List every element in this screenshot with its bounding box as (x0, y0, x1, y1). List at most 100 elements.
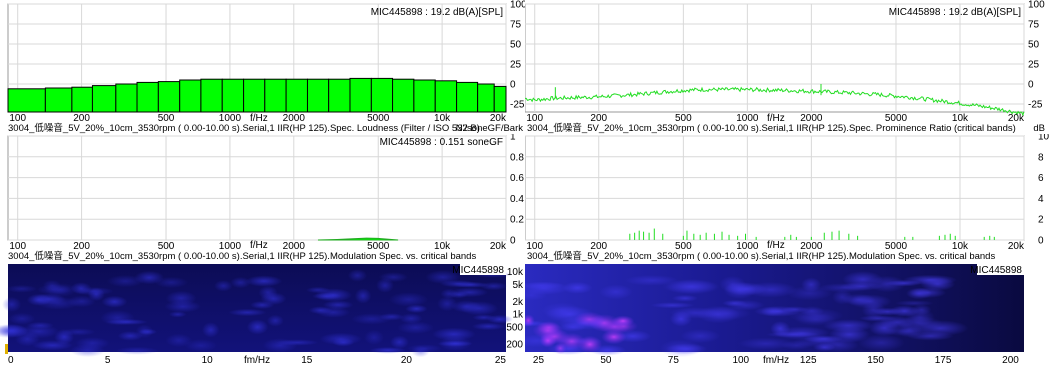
spectrogram-cell (726, 299, 765, 311)
modulation-left-y-tick-label: 0 (510, 236, 516, 247)
spectrogram-left-x-tick-label: 5 (105, 355, 111, 366)
modulation-right-x-tick-label: 200 (590, 241, 607, 252)
modulation-caption-right: 3004_低噪音_5V_20%_10cm_3530rpm ( 0.00-10.0… (527, 250, 995, 262)
loudness-y-tick-label: -25 (510, 100, 525, 111)
spectrogram-right-x-tick-label: 175 (935, 355, 952, 366)
spectrogram-cell (439, 279, 477, 288)
loudness-x-tick-label: 10k (434, 113, 451, 124)
spectrogram-cell (37, 284, 72, 295)
loudness-y-tick-label: 100 (510, 0, 525, 11)
loudness-x-tick-label: 20k (490, 113, 507, 124)
spectrogram-left-x-tick-label: 20 (401, 355, 413, 366)
loudness-bar (285, 78, 308, 113)
spectrogram-cell (266, 314, 284, 327)
spectrogram-cell (246, 319, 269, 335)
prominence-info: MIC445898 : 19.2 dB(A)[SPL] (889, 7, 1022, 18)
modulation-right-y-tick-label: 2 (1038, 215, 1044, 226)
spectrogram-right-x-tick-label: 75 (668, 355, 680, 366)
spectrogram-left-x-tick-label: 15 (301, 355, 313, 366)
modulation-right-x-tick-label: 5000 (885, 241, 908, 252)
modulation-area (317, 237, 399, 241)
loudness-bar (349, 77, 372, 113)
spectrogram-cell (214, 280, 233, 292)
prominence-chart: MIC445898 : 19.2 dB(A)[SPL] 100 75 50 25 0 -2… (524, 0, 1045, 134)
modulation-right-x-tick-label: 1000 (736, 241, 759, 252)
prominence-x-tick-label: 10k (952, 113, 969, 124)
spectrogram-cell (164, 300, 201, 313)
spectrogram-cell (744, 281, 797, 298)
spectrogram-cell (315, 288, 353, 302)
spectrogram-cell (437, 296, 458, 312)
spectrogram-right-x-tick-label: 50 (600, 355, 612, 366)
spectrogram-cell (168, 311, 187, 318)
spectrogram-cell (364, 329, 384, 345)
prominence-y-tick-label: 100 (1028, 0, 1045, 11)
spectrogram-cell (322, 300, 354, 310)
loudness-y-tick-label: 0 (510, 80, 516, 91)
loudness-bar (115, 83, 138, 113)
loudness-y-tick-label: 25 (510, 60, 522, 71)
modulation-left-x-tick-label: 20k (490, 241, 507, 252)
spectrogram-left-chart: MIC445898 10k 5k 2k 1k 500 200 0 5 10 15 20 25 fm/… (0, 264, 524, 366)
spectrogram-hot-cell (532, 322, 564, 340)
spectrogram-left-y-tick-label: 2k (512, 297, 524, 308)
spectrogram-cell (228, 308, 267, 317)
loudness-bar (136, 81, 159, 113)
spectrogram-right-x-tick-label: 100 (732, 355, 749, 366)
spectrogram-cell (889, 305, 920, 317)
spectrogram-cell (165, 333, 193, 348)
loudness-bar (413, 79, 436, 113)
spectrogram-right-x-tick-label: 25 (533, 355, 545, 366)
loudness-x-tick-label: 500 (158, 113, 175, 124)
loudness-bar (328, 78, 351, 113)
spectrogram-cell (518, 281, 565, 289)
loudness-bar (179, 79, 202, 113)
modulation-right-y-tick-label: 6 (1038, 173, 1044, 184)
spectrogram-cell (275, 339, 319, 346)
spectrogram-cell (839, 282, 884, 291)
spectrogram-cell (369, 346, 407, 354)
prominence-x-tick-label: 5000 (885, 113, 908, 124)
loudness-bar (243, 78, 266, 113)
loudness-bar (200, 78, 223, 113)
freq-axis-label: f/Hz (250, 113, 268, 124)
spectrogram-cell (0, 324, 29, 339)
spectrogram-cell (472, 314, 496, 321)
spectrogram-cell (100, 310, 135, 326)
freq-axis-label-3: f/Hz (250, 240, 268, 251)
spectrogram-cell (823, 319, 874, 333)
spectrogram-cell (379, 313, 404, 321)
loudness-bar (306, 78, 330, 113)
modulation-left-x-tick-label: 500 (158, 241, 175, 252)
spectrogram-cell (787, 285, 832, 301)
spectrogram-left-y-tick-label: 10k (507, 267, 524, 278)
spectrogram-cell (2, 296, 22, 312)
spectrogram-cell (405, 304, 428, 313)
modulation-left-y-tick-label: 0.8 (510, 152, 524, 163)
modulation-left-y-tick-label: 1 (510, 134, 516, 143)
spectrogram-hot-cell (574, 311, 605, 328)
loudness-bar (44, 87, 73, 113)
spectrogram-hot-cell (611, 315, 635, 327)
loudness-bar (221, 78, 245, 113)
spectrogram-cell (912, 320, 969, 337)
loudness-info: MIC445898 : 19.2 dB(A)[SPL] (371, 7, 504, 18)
spectrogram-left-y-tick-label: 500 (506, 323, 523, 334)
loudness-bar (7, 88, 46, 113)
prominence-unit: dB (1033, 123, 1045, 134)
modulation-right-x-tick-label: 20k (1008, 241, 1025, 252)
modulation-right-x-tick-label: 500 (675, 241, 692, 252)
spectrogram-cell (480, 281, 508, 291)
spectrogram-cell (832, 289, 853, 305)
modulation-right-x-tick-label: 2000 (800, 241, 823, 252)
spectrogram-cell (70, 282, 92, 295)
spectrogram-cell (411, 345, 430, 358)
prominence-x-tick-label: 200 (590, 113, 607, 124)
modulation-right-y-tick-label: 10 (1038, 134, 1050, 143)
prominence-y-tick-label: 25 (1028, 60, 1040, 71)
spectrogram-cell (669, 307, 723, 319)
modulation-left-y-tick-label: 0.4 (510, 194, 524, 205)
spectrogram-cell (438, 336, 472, 351)
spectrogram-cell (332, 338, 355, 347)
modulation-left-x-tick-label: 1000 (219, 241, 242, 252)
